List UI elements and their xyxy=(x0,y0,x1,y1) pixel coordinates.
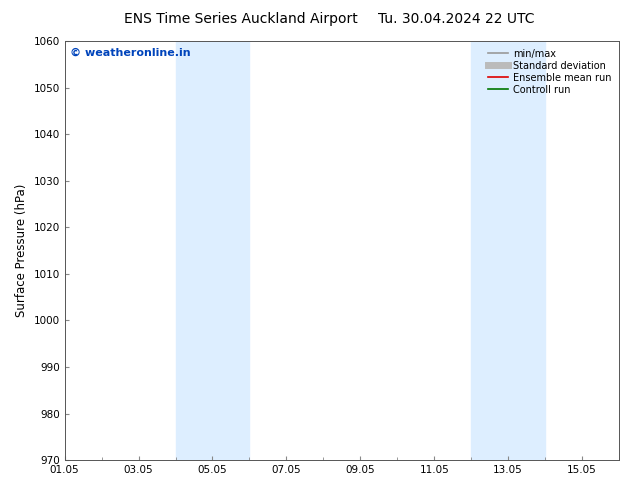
Text: Tu. 30.04.2024 22 UTC: Tu. 30.04.2024 22 UTC xyxy=(378,12,534,26)
Bar xyxy=(176,41,249,460)
Legend: min/max, Standard deviation, Ensemble mean run, Controll run: min/max, Standard deviation, Ensemble me… xyxy=(486,46,614,98)
Y-axis label: Surface Pressure (hPa): Surface Pressure (hPa) xyxy=(15,184,28,318)
Text: © weatheronline.in: © weatheronline.in xyxy=(70,48,191,57)
Bar xyxy=(471,41,545,460)
Text: ENS Time Series Auckland Airport: ENS Time Series Auckland Airport xyxy=(124,12,358,26)
